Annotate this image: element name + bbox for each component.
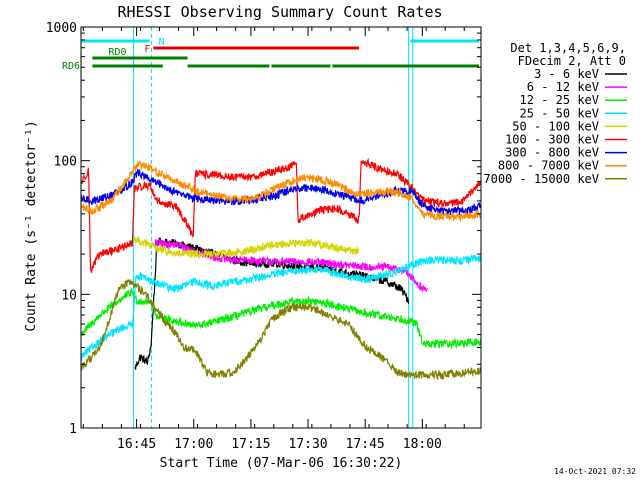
timestamp: 14-Oct-2021 07:32 [554,467,636,476]
plot-area [81,27,481,428]
series-line-1 [154,237,428,292]
series-line-2 [81,288,481,350]
series-line-3 [81,253,481,361]
flag-n-label: N [158,37,164,48]
series-line-7 [81,160,481,223]
legend-label-6: 300 - 800 keV [505,146,599,160]
x-tick-label-3: 17:30 [288,437,327,452]
legend-label-1: 6 - 12 keV [527,80,599,94]
flag-rd6-label: RD6 [62,61,80,72]
legend-label-3: 25 - 50 keV [520,106,599,120]
legend-label-8: 7000 - 15000 keV [483,172,599,186]
series-line-5 [81,157,481,273]
legend-header-line-2: FDecim 2, Att 0 [518,54,626,68]
series-line-6 [81,168,481,216]
legend-header-line-1: Det 1,3,4,5,6,9, [510,41,626,55]
x-tick-label-0: 16:45 [117,437,156,452]
x-tick-label-1: 17:00 [174,437,213,452]
x-tick-label-2: 17:15 [231,437,270,452]
legend-label-5: 100 - 300 keV [505,133,599,147]
plot-frame [80,26,482,429]
y-tick-label-0: 1 [69,422,77,437]
y-axis-label: Count Rate (s⁻¹ detector⁻¹) [24,120,39,331]
series-line-0 [134,237,410,370]
y-tick-label-3: 1000 [46,21,77,36]
legend: Det 1,3,4,5,6,9, FDecim 2, Att 0 3 - 6 k… [483,41,627,186]
chart-title: RHESSI Observing Summary Count Rates [117,3,442,21]
legend-label-2: 12 - 25 keV [520,93,599,107]
y-tick-label-1: 10 [61,288,77,303]
legend-label-4: 50 - 100 keV [512,119,599,133]
x-tick-label-4: 17:45 [346,437,385,452]
series-line-8 [81,279,481,380]
y-tick-label-2: 100 [54,155,77,170]
x-axis-label: Start Time (07-Mar-06 16:30:22) [160,456,403,471]
flag-rd0-label: RD0 [108,47,126,58]
legend-label-0: 3 - 6 keV [534,67,599,81]
flag-f-label: F [144,44,150,55]
series-line-4 [133,235,360,261]
legend-label-7: 800 - 7000 keV [498,159,599,173]
x-tick-label-5: 18:00 [403,437,442,452]
